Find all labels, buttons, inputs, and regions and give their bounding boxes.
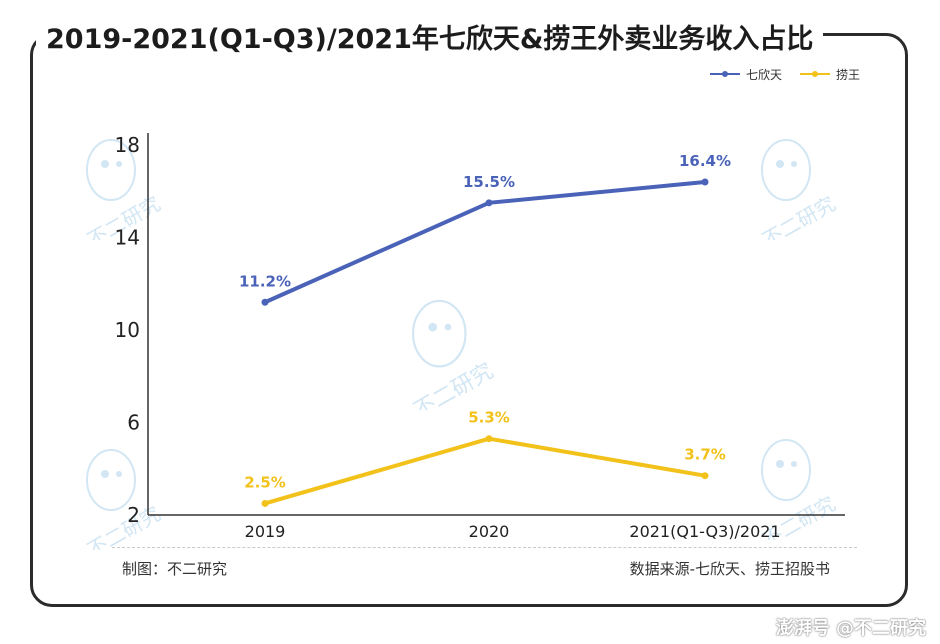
data-point [485, 435, 493, 443]
data-point [261, 298, 269, 306]
axes [147, 133, 845, 516]
series-0: 11.2% 15.5% 16.4% [239, 152, 731, 306]
legend-label-laowang: 捞王 [835, 67, 860, 82]
chart-title: 2019-2021(Q1-Q3)/2021年七欣天&捞王外卖业务收入占比 [36, 20, 824, 60]
data-label: 3.7% [684, 446, 726, 464]
watermark-logo: 不二研究 [750, 430, 860, 552]
legend: 七欣天 捞王 [692, 64, 860, 84]
watermark-logo: 不二研究 [750, 130, 860, 252]
platform-watermark: 澎湃号 @不二研究 [775, 618, 926, 639]
data-label: 5.3% [468, 409, 510, 427]
legend-item-qixintian: 七欣天 [709, 66, 782, 83]
x-tick-label: 2020 [469, 522, 510, 541]
data-point [701, 178, 709, 186]
legend-swatch-qixintian [709, 69, 740, 79]
series-line [264, 436, 706, 506]
data-point [261, 499, 269, 507]
legend-item-laowang: 捞王 [799, 66, 860, 83]
footer-credit: 制图：不二研究 [122, 560, 228, 578]
data-label: 11.2% [239, 272, 291, 290]
watermark-logo: 不二研究 [400, 290, 520, 424]
footer-separator [112, 547, 857, 548]
series-line [264, 180, 706, 305]
x-tick-label: 2019 [245, 522, 286, 541]
y-tick-label: 10 [115, 318, 140, 342]
data-label: 16.4% [679, 152, 731, 170]
legend-swatch-laowang [799, 69, 830, 79]
x-ticks: 2019 2020 2021(Q1-Q3)/2021 [245, 522, 781, 541]
watermark-logo: 不二研究 [75, 130, 185, 252]
series-group: 11.2% 15.5% 16.4% 2.5% 5.3% 3.7% [239, 152, 731, 507]
x-tick-label: 2021(Q1-Q3)/2021 [629, 522, 780, 541]
legend-label-qixintian: 七欣天 [745, 67, 782, 82]
y-tick-label: 18 [115, 133, 140, 157]
footer-source: 数据来源-七欣天、捞王招股书 [629, 560, 830, 578]
data-point [701, 472, 709, 480]
data-label: 2.5% [244, 473, 286, 491]
watermark-logo: 不二研究 [75, 440, 185, 562]
data-label: 15.5% [463, 173, 515, 191]
y-tick-label: 14 [115, 226, 140, 250]
y-ticks: 2 6 10 14 18 [115, 133, 140, 527]
data-point [485, 199, 493, 207]
y-tick-label: 6 [127, 411, 140, 435]
series-1: 2.5% 5.3% 3.7% [244, 409, 726, 507]
y-tick-label: 2 [127, 503, 140, 527]
